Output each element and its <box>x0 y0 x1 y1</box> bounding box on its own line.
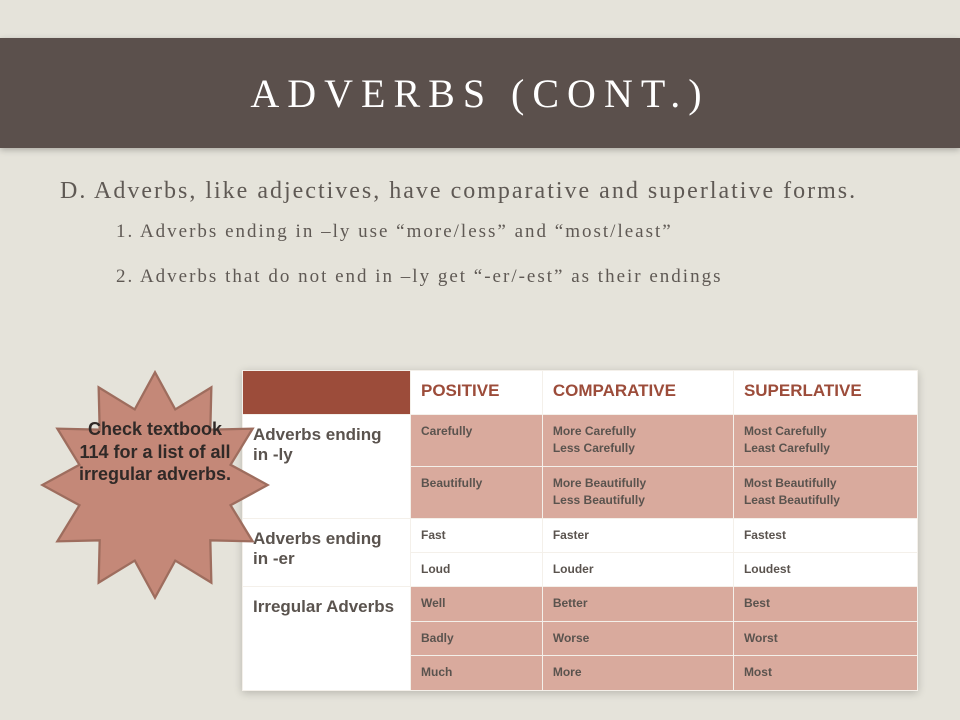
cell-positive: Much <box>411 656 543 690</box>
col-comparative: COMPARATIVE <box>542 371 733 415</box>
cell-superlative: Most CarefullyLeast Carefully <box>733 415 917 467</box>
cell-line: Loudest <box>744 561 907 578</box>
cell-positive: Beautifully <box>411 466 543 518</box>
cell-positive: Carefully <box>411 415 543 467</box>
cell-line: Worst <box>744 630 907 647</box>
cell-comparative: Faster <box>542 518 733 552</box>
cell-line: Least Carefully <box>744 440 907 457</box>
cell-line: Loud <box>421 561 532 578</box>
cell-line: Most Beautifully <box>744 475 907 492</box>
cell-line: More Carefully <box>553 423 723 440</box>
cell-line: Fastest <box>744 527 907 544</box>
cell-line: Worse <box>553 630 723 647</box>
cell-superlative: Most <box>733 656 917 690</box>
cell-superlative: Worst <box>733 621 917 655</box>
cell-comparative: Louder <box>542 552 733 586</box>
cell-line: Carefully <box>421 423 532 440</box>
cell-positive: Well <box>411 587 543 621</box>
table-header-row: POSITIVE COMPARATIVE SUPERLATIVE <box>243 371 918 415</box>
starburst-text: Check textbook 114 for a list of all irr… <box>76 418 234 486</box>
cell-line: Well <box>421 595 532 612</box>
table-row: Adverbs ending in -lyCarefullyMore Caref… <box>243 415 918 467</box>
cell-line: Much <box>421 664 532 681</box>
section-d-text: D. Adverbs, like adjectives, have compar… <box>60 175 900 207</box>
table-row: Irregular AdverbsWellBetterBest <box>243 587 918 621</box>
cell-line: Less Beautifully <box>553 492 723 509</box>
cell-line: Better <box>553 595 723 612</box>
cell-superlative: Most BeautifullyLeast Beautifully <box>733 466 917 518</box>
cell-superlative: Fastest <box>733 518 917 552</box>
cell-line: Fast <box>421 527 532 544</box>
cell-line: Badly <box>421 630 532 647</box>
row-group-label: Irregular Adverbs <box>243 587 411 690</box>
content-area: D. Adverbs, like adjectives, have compar… <box>60 175 900 309</box>
cell-comparative: More BeautifullyLess Beautifully <box>542 466 733 518</box>
cell-comparative: Worse <box>542 621 733 655</box>
starburst-callout: Check textbook 114 for a list of all irr… <box>40 370 270 600</box>
cell-line: Louder <box>553 561 723 578</box>
cell-line: Faster <box>553 527 723 544</box>
page-title: ADVERBS (CONT.) <box>250 70 709 117</box>
cell-comparative: More <box>542 656 733 690</box>
cell-line: Most Carefully <box>744 423 907 440</box>
cell-superlative: Loudest <box>733 552 917 586</box>
table-row: Adverbs ending in -erFastFasterFastest <box>243 518 918 552</box>
cell-line: More Beautifully <box>553 475 723 492</box>
cell-positive: Badly <box>411 621 543 655</box>
rule-2: 2. Adverbs that do not end in –ly get “-… <box>116 264 900 291</box>
cell-line: Beautifully <box>421 475 532 492</box>
cell-line: Most <box>744 664 907 681</box>
cell-comparative: More CarefullyLess Carefully <box>542 415 733 467</box>
col-superlative: SUPERLATIVE <box>733 371 917 415</box>
cell-positive: Fast <box>411 518 543 552</box>
cell-line: More <box>553 664 723 681</box>
adverb-table: POSITIVE COMPARATIVE SUPERLATIVE Adverbs… <box>242 370 918 691</box>
cell-positive: Loud <box>411 552 543 586</box>
col-positive: POSITIVE <box>411 371 543 415</box>
cell-superlative: Best <box>733 587 917 621</box>
title-band: ADVERBS (CONT.) <box>0 38 960 148</box>
cell-line: Best <box>744 595 907 612</box>
cell-line: Least Beautifully <box>744 492 907 509</box>
rule-1: 1. Adverbs ending in –ly use “more/less”… <box>116 219 900 246</box>
cell-comparative: Better <box>542 587 733 621</box>
cell-line: Less Carefully <box>553 440 723 457</box>
